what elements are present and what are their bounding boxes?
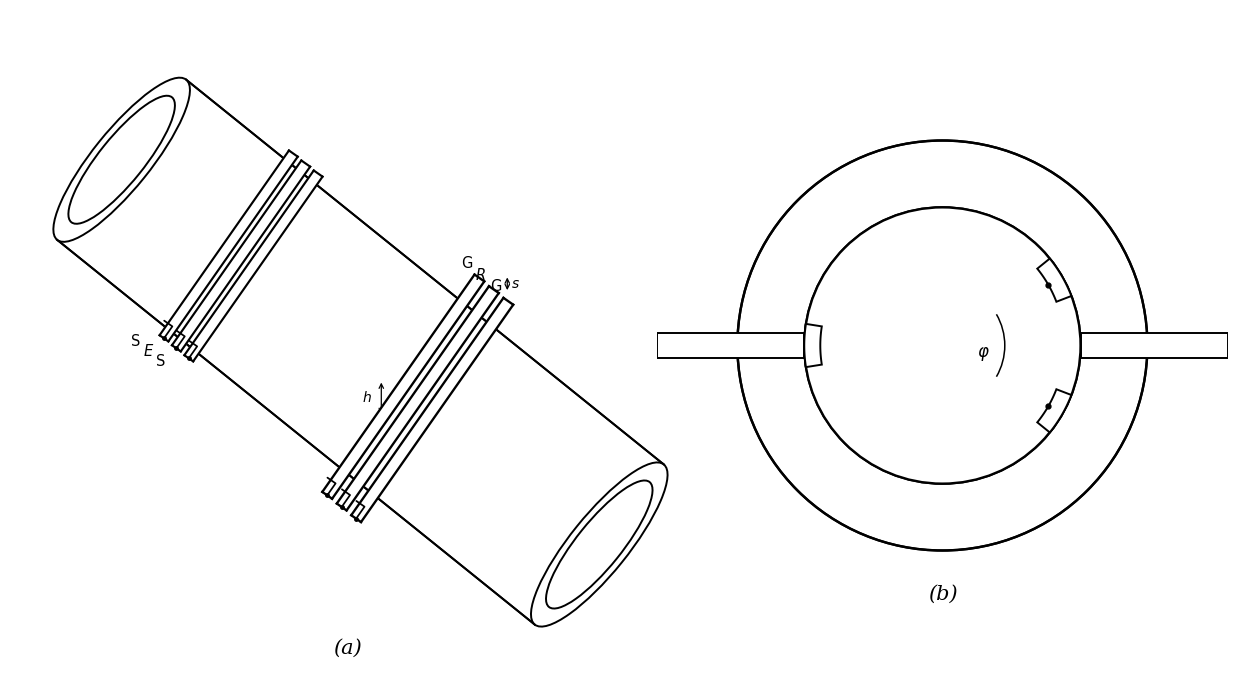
Ellipse shape [546, 480, 652, 609]
Polygon shape [322, 274, 485, 499]
Polygon shape [1038, 389, 1071, 433]
Polygon shape [57, 79, 667, 627]
Bar [657, 333, 805, 358]
Text: S: S [156, 354, 165, 369]
Polygon shape [185, 171, 322, 361]
Polygon shape [160, 151, 298, 341]
Ellipse shape [53, 77, 190, 242]
Polygon shape [337, 286, 498, 511]
Text: h: h [363, 391, 372, 406]
Text: E: E [144, 344, 153, 359]
Polygon shape [1038, 258, 1071, 302]
Text: G: G [461, 256, 472, 271]
Ellipse shape [531, 462, 667, 627]
Text: G: G [490, 279, 501, 294]
Circle shape [805, 207, 1080, 484]
Text: s: s [512, 277, 520, 291]
Text: S: S [131, 334, 140, 349]
Text: φ: φ [977, 343, 988, 361]
Polygon shape [172, 160, 310, 352]
Text: R: R [475, 268, 485, 283]
Polygon shape [805, 324, 822, 367]
Bar [1080, 333, 1228, 358]
Text: (b): (b) [928, 585, 957, 603]
Polygon shape [53, 77, 663, 625]
Polygon shape [351, 298, 513, 522]
Circle shape [738, 140, 1147, 551]
Ellipse shape [68, 96, 175, 224]
Text: (a): (a) [332, 639, 362, 658]
